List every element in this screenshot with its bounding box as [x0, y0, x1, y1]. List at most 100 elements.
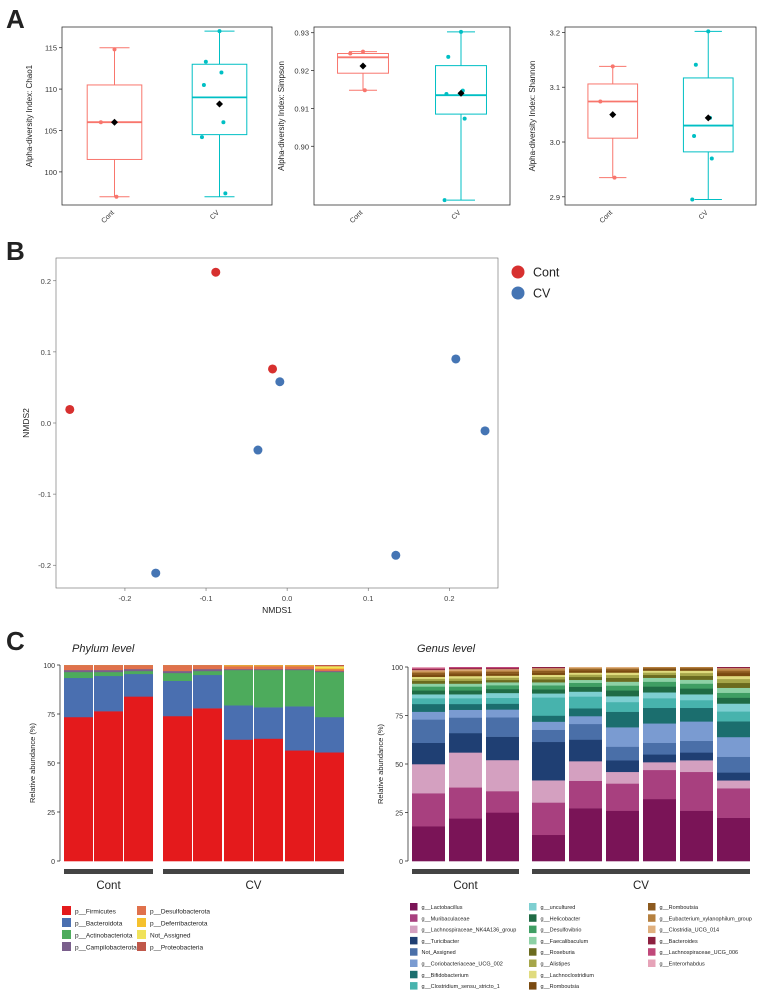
bar-segment [532, 693, 565, 698]
legend-swatch [410, 914, 418, 922]
y-axis-label: Alpha-diversity Index: Chao1 [25, 64, 34, 167]
bar-segment [412, 672, 445, 676]
y-tick-label: -0.2 [38, 561, 51, 570]
group-label-cont: Cont [96, 880, 121, 892]
bar-segment [717, 670, 750, 674]
x-tick-label: Cont [349, 209, 364, 224]
legend-label: g__Clostridium_sensu_stricto_1 [422, 984, 500, 990]
bar-segment [643, 674, 676, 678]
bar-segment [285, 669, 314, 707]
bar-segment [64, 671, 93, 679]
bar-segment [64, 669, 93, 673]
bar-segment [680, 679, 713, 684]
bar-segment [606, 746, 639, 761]
bar-segment [486, 685, 519, 690]
bar-segment [532, 729, 565, 743]
bar-segment [124, 665, 153, 670]
bar-segment [643, 668, 676, 671]
bar-segment [449, 752, 482, 788]
legend-swatch [529, 970, 537, 979]
bar-segment [449, 670, 482, 673]
bar-segment [643, 681, 676, 687]
legend-swatch [529, 982, 537, 990]
legend-label: p__Bacteroidota [75, 921, 123, 928]
legend-swatch [529, 903, 537, 911]
bar-segment [486, 736, 519, 761]
bar-segment [532, 780, 565, 803]
bar-segment [680, 707, 713, 722]
y-tick-label: 3.2 [550, 28, 560, 37]
bar-segment [643, 670, 676, 673]
bar-segment [449, 694, 482, 699]
x-tick-label: 0.0 [282, 594, 292, 603]
bar-segment [254, 665, 283, 670]
scatter-point-cv [451, 354, 461, 364]
y-tick-label: 0 [51, 859, 55, 866]
bar-segment [569, 761, 602, 781]
bar-segment [193, 665, 222, 670]
data-point [709, 156, 714, 161]
legend-label: g__Helicobacter [541, 916, 581, 922]
legend-swatch [62, 942, 71, 951]
bar-segment [717, 692, 750, 698]
bar-segment [412, 711, 445, 720]
bar-segment [680, 683, 713, 689]
x-tick-label: 0.2 [444, 594, 454, 603]
bar-segment [532, 670, 565, 673]
legend-label: p__Firmicutes [75, 909, 117, 916]
bar-segment [532, 834, 565, 862]
bar-segment [193, 668, 222, 672]
bar-segment [412, 703, 445, 712]
bar-segment [163, 670, 192, 674]
bar-segment [285, 750, 314, 862]
legend-swatch [529, 914, 537, 922]
bar-segment [680, 675, 713, 680]
legend-label: g__Romboutsia [541, 984, 580, 990]
y-tick-label: -0.1 [38, 490, 51, 499]
bar-segment [486, 688, 519, 694]
legend-label: g__Lachnospiraceae_UCG_006 [660, 950, 739, 956]
bar-segment [285, 665, 314, 670]
bar-segment [680, 810, 713, 862]
bar-segment [193, 670, 222, 676]
bar-segment [680, 668, 713, 671]
bar-segment [680, 760, 713, 773]
legend-label-cont: Cont [533, 266, 560, 280]
bar-segment [163, 665, 192, 672]
y-tick-label: 50 [395, 762, 403, 769]
boxplot-simpson: 0.90 0.91 0.92 0.93 Alpha-diversity Index: S… [277, 26, 511, 225]
bar-segment [717, 711, 750, 722]
bar-segment [717, 703, 750, 712]
legend-label: g__Faecalibaculum [541, 939, 589, 945]
bar-segment [449, 667, 482, 669]
data-point [217, 29, 222, 34]
scatter-point-cont [65, 404, 75, 414]
stacked-bar-sample [680, 667, 713, 862]
bar-segment [569, 682, 602, 687]
data-point [442, 198, 447, 203]
bar-segment [412, 698, 445, 705]
bar-segment [285, 668, 314, 671]
bar-segment [486, 670, 519, 672]
legend-swatch [529, 959, 537, 967]
bar-segment [717, 772, 750, 781]
bar-segment [643, 672, 676, 676]
stacked-bar-sample [569, 667, 602, 862]
legend-swatch [410, 936, 418, 945]
data-point [219, 70, 224, 75]
bar-segment [64, 716, 93, 862]
bar-segment [449, 698, 482, 705]
chart-title: Genus level [417, 643, 476, 655]
bar-segment [606, 771, 639, 784]
bar-segment [606, 672, 639, 676]
bar-segment [680, 667, 713, 669]
bar-segment [569, 676, 602, 681]
data-point [610, 64, 615, 69]
bar-segment [643, 667, 676, 670]
bar-segment [94, 669, 123, 673]
stacked-bar-sample [606, 667, 639, 862]
legend-swatch [529, 925, 537, 934]
y-tick-label: 100 [43, 663, 55, 670]
group-bar-cv [532, 869, 750, 874]
